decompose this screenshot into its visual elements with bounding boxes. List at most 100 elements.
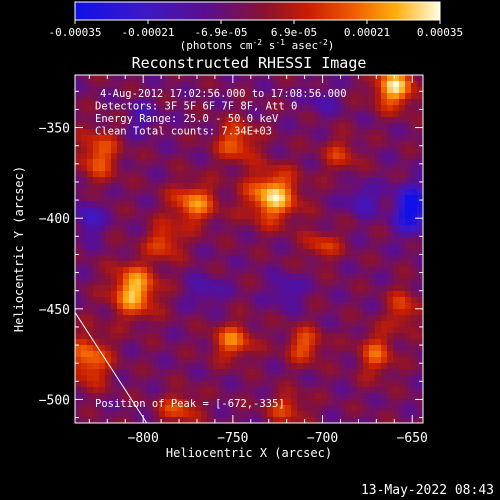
heatmap-cell <box>255 333 262 340</box>
heatmap-cell <box>381 183 388 190</box>
heatmap-cell <box>345 81 352 88</box>
heatmap-cell <box>147 207 154 214</box>
heatmap-cell <box>387 243 394 250</box>
heatmap-cell <box>315 213 322 220</box>
heatmap-cell <box>111 399 118 406</box>
heatmap-cell <box>351 297 358 304</box>
heatmap-cell <box>261 171 268 178</box>
heatmap-cell <box>207 285 214 292</box>
heatmap-cell <box>345 375 352 382</box>
heatmap-cell <box>405 75 412 82</box>
heatmap-cell <box>321 369 328 376</box>
heatmap-cell <box>363 297 370 304</box>
heatmap-cell <box>129 363 136 370</box>
heatmap-cell <box>411 399 418 406</box>
heatmap-cell <box>135 285 142 292</box>
colorbar: -0.00035 -0.00021 -6.9e-05 6.9e-05 0.00021 0.… <box>49 1 463 52</box>
heatmap-cell <box>117 147 124 154</box>
heatmap-cell <box>369 231 376 238</box>
heatmap-cell <box>117 195 124 202</box>
heatmap-cell <box>315 231 322 238</box>
heatmap-cell <box>285 195 292 202</box>
heatmap-cell <box>81 237 88 244</box>
heatmap-cell <box>273 141 280 148</box>
heatmap-cell <box>213 393 220 400</box>
heatmap-cell <box>393 321 400 328</box>
heatmap-cell <box>411 171 418 178</box>
heatmap-cell <box>219 351 226 358</box>
heatmap-cell <box>93 327 100 334</box>
heatmap-cell <box>315 309 322 316</box>
heatmap-cell <box>303 411 310 418</box>
heatmap-cell <box>249 375 256 382</box>
solar-limb-line <box>75 312 148 423</box>
heatmap-cell <box>405 225 412 232</box>
heatmap-cell <box>141 375 148 382</box>
heatmap-cell <box>87 345 94 352</box>
heatmap-cell <box>345 297 352 304</box>
heatmap-cell <box>405 285 412 292</box>
heatmap-cell <box>183 255 190 262</box>
heatmap-cell <box>189 243 196 250</box>
heatmap-cell <box>219 207 226 214</box>
heatmap-cell <box>153 117 160 124</box>
heatmap-cell <box>75 345 82 352</box>
heatmap-cell <box>321 387 328 394</box>
heatmap-cell <box>165 393 172 400</box>
heatmap-cell <box>345 399 352 406</box>
heatmap-cell <box>111 111 118 118</box>
heatmap-cell <box>237 267 244 274</box>
heatmap-cell <box>303 315 310 322</box>
heatmap-cell <box>279 375 286 382</box>
heatmap-cell <box>183 399 190 406</box>
heatmap-cell <box>321 225 328 232</box>
heatmap-cell <box>267 135 274 142</box>
heatmap-cell <box>123 81 130 88</box>
heatmap-cell <box>261 105 268 112</box>
heatmap-cell <box>81 177 88 184</box>
heatmap-cell <box>375 207 382 214</box>
heatmap-cell <box>291 153 298 160</box>
heatmap-cell <box>105 273 112 280</box>
heatmap-cell <box>297 225 304 232</box>
heatmap-cell <box>75 231 82 238</box>
heatmap-cell <box>189 321 196 328</box>
heatmap-cell <box>243 255 250 262</box>
heatmap-cell <box>255 135 262 142</box>
heatmap-cell <box>105 405 112 412</box>
heatmap-cell <box>243 243 250 250</box>
heatmap-cell <box>99 285 106 292</box>
heatmap-cell <box>75 93 82 100</box>
heatmap-cell <box>279 105 286 112</box>
heatmap-cell <box>345 99 352 106</box>
heatmap-cell <box>105 243 112 250</box>
heatmap-cell <box>297 123 304 130</box>
heatmap-cell <box>129 189 136 196</box>
heatmap-cell <box>381 153 388 160</box>
heatmap-cell <box>93 213 100 220</box>
heatmap-cell <box>417 279 423 286</box>
heatmap-cell <box>417 231 423 238</box>
heatmap-cell <box>267 273 274 280</box>
heatmap-cell <box>333 363 340 370</box>
heatmap-cell <box>333 285 340 292</box>
heatmap-cell <box>129 273 136 280</box>
heatmap-cell <box>171 249 178 256</box>
heatmap-cell <box>321 399 328 406</box>
heatmap-cell <box>183 273 190 280</box>
heatmap-cell <box>375 177 382 184</box>
heatmap-cell <box>267 243 274 250</box>
heatmap-cell <box>195 405 202 412</box>
heatmap-cell <box>93 129 100 136</box>
heatmap-cell <box>417 213 423 220</box>
heatmap-cell <box>171 375 178 382</box>
heatmap-cell <box>351 267 358 274</box>
heatmap-cell <box>363 153 370 160</box>
heatmap-cell <box>141 285 148 292</box>
heatmap-cell <box>405 159 412 166</box>
heatmap-cell <box>309 387 316 394</box>
heatmap-cell <box>267 261 274 268</box>
heatmap-cell <box>375 405 382 412</box>
heatmap-cell <box>249 207 256 214</box>
heatmap-cell <box>393 225 400 232</box>
